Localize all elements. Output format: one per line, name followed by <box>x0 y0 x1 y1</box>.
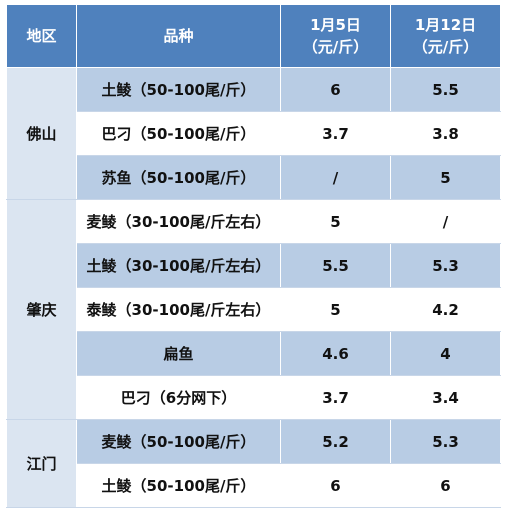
price-cell-date2: / <box>390 199 501 244</box>
price-cell-date2: 4 <box>390 331 501 376</box>
variety-cell: 麦鲮（50-100尾/斤） <box>76 419 281 464</box>
table-row: 佛山 土鲮（50-100尾/斤） 6 5.5 <box>6 67 501 200</box>
header-date1: 1月5日 （元/斤） <box>280 4 391 68</box>
variety-cell: 土鲮（50-100尾/斤） <box>76 463 281 508</box>
price-cell-date1: 6 <box>280 67 391 112</box>
variety-cell: 扁鱼 <box>76 331 281 376</box>
price-cell-date2: 6 <box>390 463 501 508</box>
price-cell-date2: 5 <box>390 155 501 200</box>
variety-cell: 巴刁（50-100尾/斤） <box>76 111 281 156</box>
table-row: 巴刁（50-100尾/斤） 3.7 3.8 <box>7 111 501 156</box>
table-row: 肇庆 麦鲮（30-100尾/斤左右） 5 / <box>6 199 501 420</box>
price-cell-date2: 5.5 <box>390 67 501 112</box>
header-row: 地区 品种 1月5日 （元/斤） 1月12日 （元/斤） <box>6 4 501 68</box>
price-cell-date1: 3.7 <box>280 375 391 420</box>
price-cell-date1: 6 <box>280 463 391 508</box>
table-row: 土鲮（30-100尾/斤左右） 5.5 5.3 <box>7 243 501 288</box>
region-cell: 江门 <box>6 419 77 508</box>
price-table-wrapper: 地区 品种 1月5日 （元/斤） 1月12日 （元/斤） 佛山 土鲮（50-10… <box>6 4 501 508</box>
variety-cell: 巴刁（6分网下） <box>76 375 281 420</box>
table-row: 土鲮（50-100尾/斤） 6 6 <box>7 463 501 508</box>
table-row: 泰鲮（30-100尾/斤左右） 5 4.2 <box>7 287 501 332</box>
variety-cell: 土鲮（30-100尾/斤左右） <box>76 243 281 288</box>
price-table: 地区 品种 1月5日 （元/斤） 1月12日 （元/斤） 佛山 土鲮（50-10… <box>6 4 501 508</box>
variety-cell: 苏鱼（50-100尾/斤） <box>76 155 281 200</box>
price-cell-date1: 4.6 <box>280 331 391 376</box>
price-cell-date2: 3.4 <box>390 375 501 420</box>
price-cell-date1: 5.5 <box>280 243 391 288</box>
header-date2-line1: 1月12日 <box>414 16 477 34</box>
variety-cell: 麦鲮（30-100尾/斤左右） <box>76 199 281 244</box>
region-cell: 肇庆 <box>6 199 77 420</box>
header-date1-line1: 1月5日 <box>310 16 361 34</box>
price-cell-date1: 5 <box>280 287 391 332</box>
header-date2: 1月12日 （元/斤） <box>390 4 501 68</box>
table-row: 扁鱼 4.6 4 <box>7 331 501 376</box>
price-cell-date1: 5.2 <box>280 419 391 464</box>
price-cell-date1: / <box>280 155 391 200</box>
variety-cell: 土鲮（50-100尾/斤） <box>76 67 281 112</box>
header-date2-line2: （元/斤） <box>412 38 479 56</box>
region-cell: 佛山 <box>6 67 77 200</box>
price-cell-date2: 3.8 <box>390 111 501 156</box>
table-row: 苏鱼（50-100尾/斤） / 5 <box>7 155 501 200</box>
price-cell-date1: 5 <box>280 199 391 244</box>
price-cell-date2: 5.3 <box>390 243 501 288</box>
header-date1-line2: （元/斤） <box>302 38 369 56</box>
price-cell-date2: 5.3 <box>390 419 501 464</box>
header-variety: 品种 <box>76 4 281 68</box>
price-cell-date2: 4.2 <box>390 287 501 332</box>
table-row: 江门 麦鲮（50-100尾/斤） 5.2 5.3 <box>6 419 501 508</box>
price-cell-date1: 3.7 <box>280 111 391 156</box>
table-row: 巴刁（6分网下） 3.7 3.4 <box>7 375 501 420</box>
variety-cell: 泰鲮（30-100尾/斤左右） <box>76 287 281 332</box>
header-region: 地区 <box>6 4 77 68</box>
